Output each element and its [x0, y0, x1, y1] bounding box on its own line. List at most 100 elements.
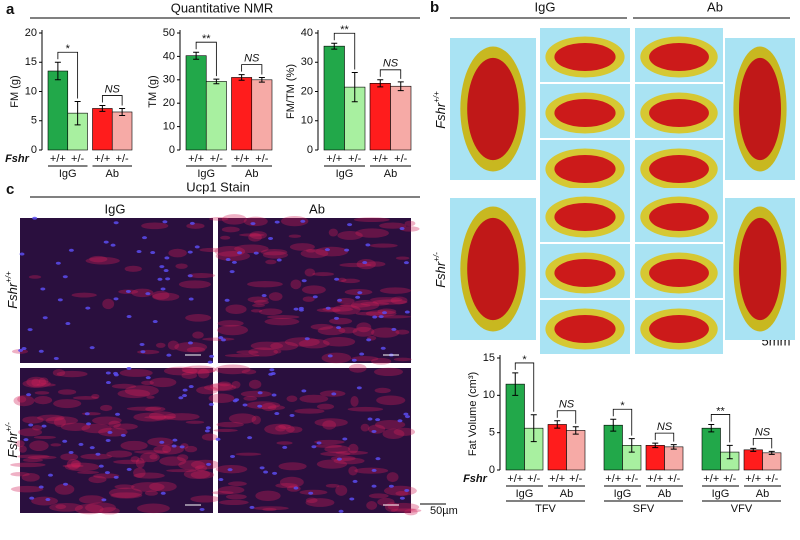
- stain: [379, 222, 407, 229]
- nucleus: [21, 347, 27, 351]
- error-bar: [554, 420, 561, 429]
- nucleus: [165, 277, 171, 281]
- stain: [366, 501, 378, 510]
- stain: [228, 481, 247, 487]
- nucleus: [388, 484, 394, 488]
- nucleus: [237, 251, 243, 255]
- stain: [241, 369, 257, 375]
- y-tick-label: 40: [163, 50, 175, 62]
- nucleus: [32, 216, 38, 220]
- stain: [266, 315, 300, 319]
- stain: [181, 365, 217, 374]
- stain: [221, 214, 247, 225]
- group-label: IgG: [712, 488, 730, 500]
- stain: [347, 406, 384, 412]
- nucleus: [227, 468, 233, 472]
- nucleus: [179, 445, 185, 449]
- error-bar: [628, 438, 635, 453]
- nucleus: [55, 261, 61, 265]
- stain: [26, 376, 47, 388]
- micrograph: [20, 368, 213, 513]
- significance-label: NS: [105, 83, 121, 95]
- y-tick-label: 15: [25, 56, 37, 68]
- genotype-label: +/+: [703, 473, 719, 485]
- stain: [21, 473, 40, 482]
- nucleus: [380, 346, 386, 350]
- nucleus: [269, 368, 275, 372]
- nucleus: [126, 366, 132, 370]
- nucleus: [404, 310, 410, 314]
- genotype-label: +/-: [210, 153, 223, 165]
- stain: [335, 485, 348, 496]
- stain: [17, 454, 50, 459]
- supergroup-label: SFV: [633, 503, 655, 515]
- stain: [120, 440, 148, 451]
- stain: [372, 299, 408, 305]
- stain: [62, 464, 84, 468]
- nucleus: [352, 479, 358, 483]
- nucleus: [113, 475, 119, 479]
- genotype-label: +/+: [605, 473, 621, 485]
- stain: [29, 440, 49, 452]
- significance-label: **: [716, 405, 725, 417]
- stain: [133, 467, 146, 478]
- stain: [299, 394, 329, 403]
- stain: [352, 326, 375, 337]
- nucleus: [293, 307, 299, 311]
- stain: [253, 506, 289, 511]
- stain: [152, 290, 170, 300]
- stain: [368, 493, 389, 499]
- stain: [108, 420, 121, 428]
- error-bar: [512, 372, 519, 396]
- stain: [376, 315, 412, 319]
- stain: [275, 425, 287, 432]
- stain: [338, 327, 358, 334]
- nucleus: [139, 342, 145, 346]
- nucleus: [65, 322, 71, 326]
- stain: [360, 301, 390, 306]
- nucleus: [397, 419, 403, 423]
- bar: [547, 424, 567, 471]
- nucleus: [391, 327, 397, 331]
- nucleus: [247, 436, 253, 440]
- panel-label: b: [430, 0, 439, 16]
- stain: [348, 363, 367, 373]
- render-core: [739, 217, 781, 321]
- nucleus: [162, 220, 168, 224]
- stain: [215, 364, 251, 375]
- stain: [93, 473, 120, 479]
- stain: [302, 296, 315, 302]
- significance-bracket: [710, 414, 731, 443]
- stain: [369, 243, 398, 248]
- nucleus: [187, 250, 193, 254]
- images: [10, 28, 795, 516]
- stain: [45, 416, 79, 425]
- nucleus: [172, 438, 178, 442]
- significance-bracket: [101, 95, 123, 106]
- nucleus: [365, 243, 371, 247]
- stain: [370, 297, 403, 303]
- stain: [337, 231, 363, 240]
- nucleus: [38, 349, 44, 353]
- stain: [340, 303, 371, 308]
- row-label: Fshr+/+: [4, 271, 20, 309]
- stain: [186, 346, 206, 353]
- y-tick-label: 15: [483, 352, 495, 364]
- stain: [261, 402, 277, 412]
- nucleus: [78, 442, 84, 446]
- stain: [234, 244, 269, 254]
- nucleus: [160, 287, 166, 291]
- nucleus: [324, 248, 330, 252]
- stain: [144, 415, 177, 419]
- stain: [278, 462, 307, 471]
- nucleus: [125, 289, 131, 293]
- nucleus: [209, 354, 215, 358]
- nucleus: [367, 417, 373, 421]
- nucleus: [110, 243, 116, 247]
- nucleus: [41, 424, 47, 428]
- y-tick-label: 30: [163, 74, 175, 86]
- nucleus: [378, 315, 384, 319]
- stain: [119, 368, 153, 377]
- stain: [322, 420, 337, 430]
- nucleus: [355, 295, 361, 299]
